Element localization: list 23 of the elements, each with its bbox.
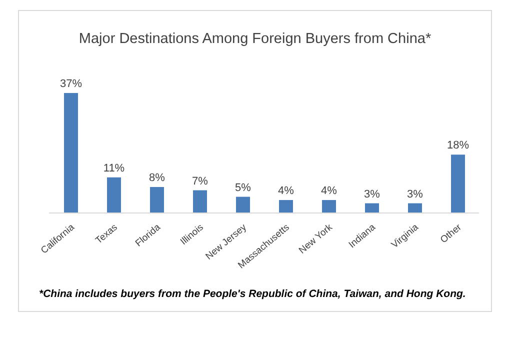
x-tick-label: New York [296, 222, 335, 256]
bar [107, 177, 121, 213]
bar [150, 187, 164, 213]
bar [408, 203, 422, 213]
bar [365, 203, 379, 213]
bar [193, 190, 207, 213]
data-label: 37% [60, 78, 82, 90]
bar [451, 154, 465, 213]
data-label: 8% [149, 172, 166, 184]
data-label: 3% [364, 188, 380, 200]
data-label: 7% [192, 175, 208, 188]
data-label: 4% [321, 185, 338, 198]
data-label: 11% [103, 162, 125, 174]
bar [279, 200, 293, 213]
data-label: 18% [446, 140, 470, 152]
data-label: 3% [407, 188, 424, 200]
bar [64, 93, 78, 213]
bar [236, 196, 250, 213]
chart-title: Major Destinations Among Foreign Buyers from China* [78, 31, 432, 47]
text: *China includes buyers from the People's Republic of China, Taiwan, and Hong Kong. [39, 288, 466, 300]
data-label: 5% [235, 182, 252, 194]
bar [322, 200, 336, 213]
data-label: 4% [278, 185, 294, 198]
